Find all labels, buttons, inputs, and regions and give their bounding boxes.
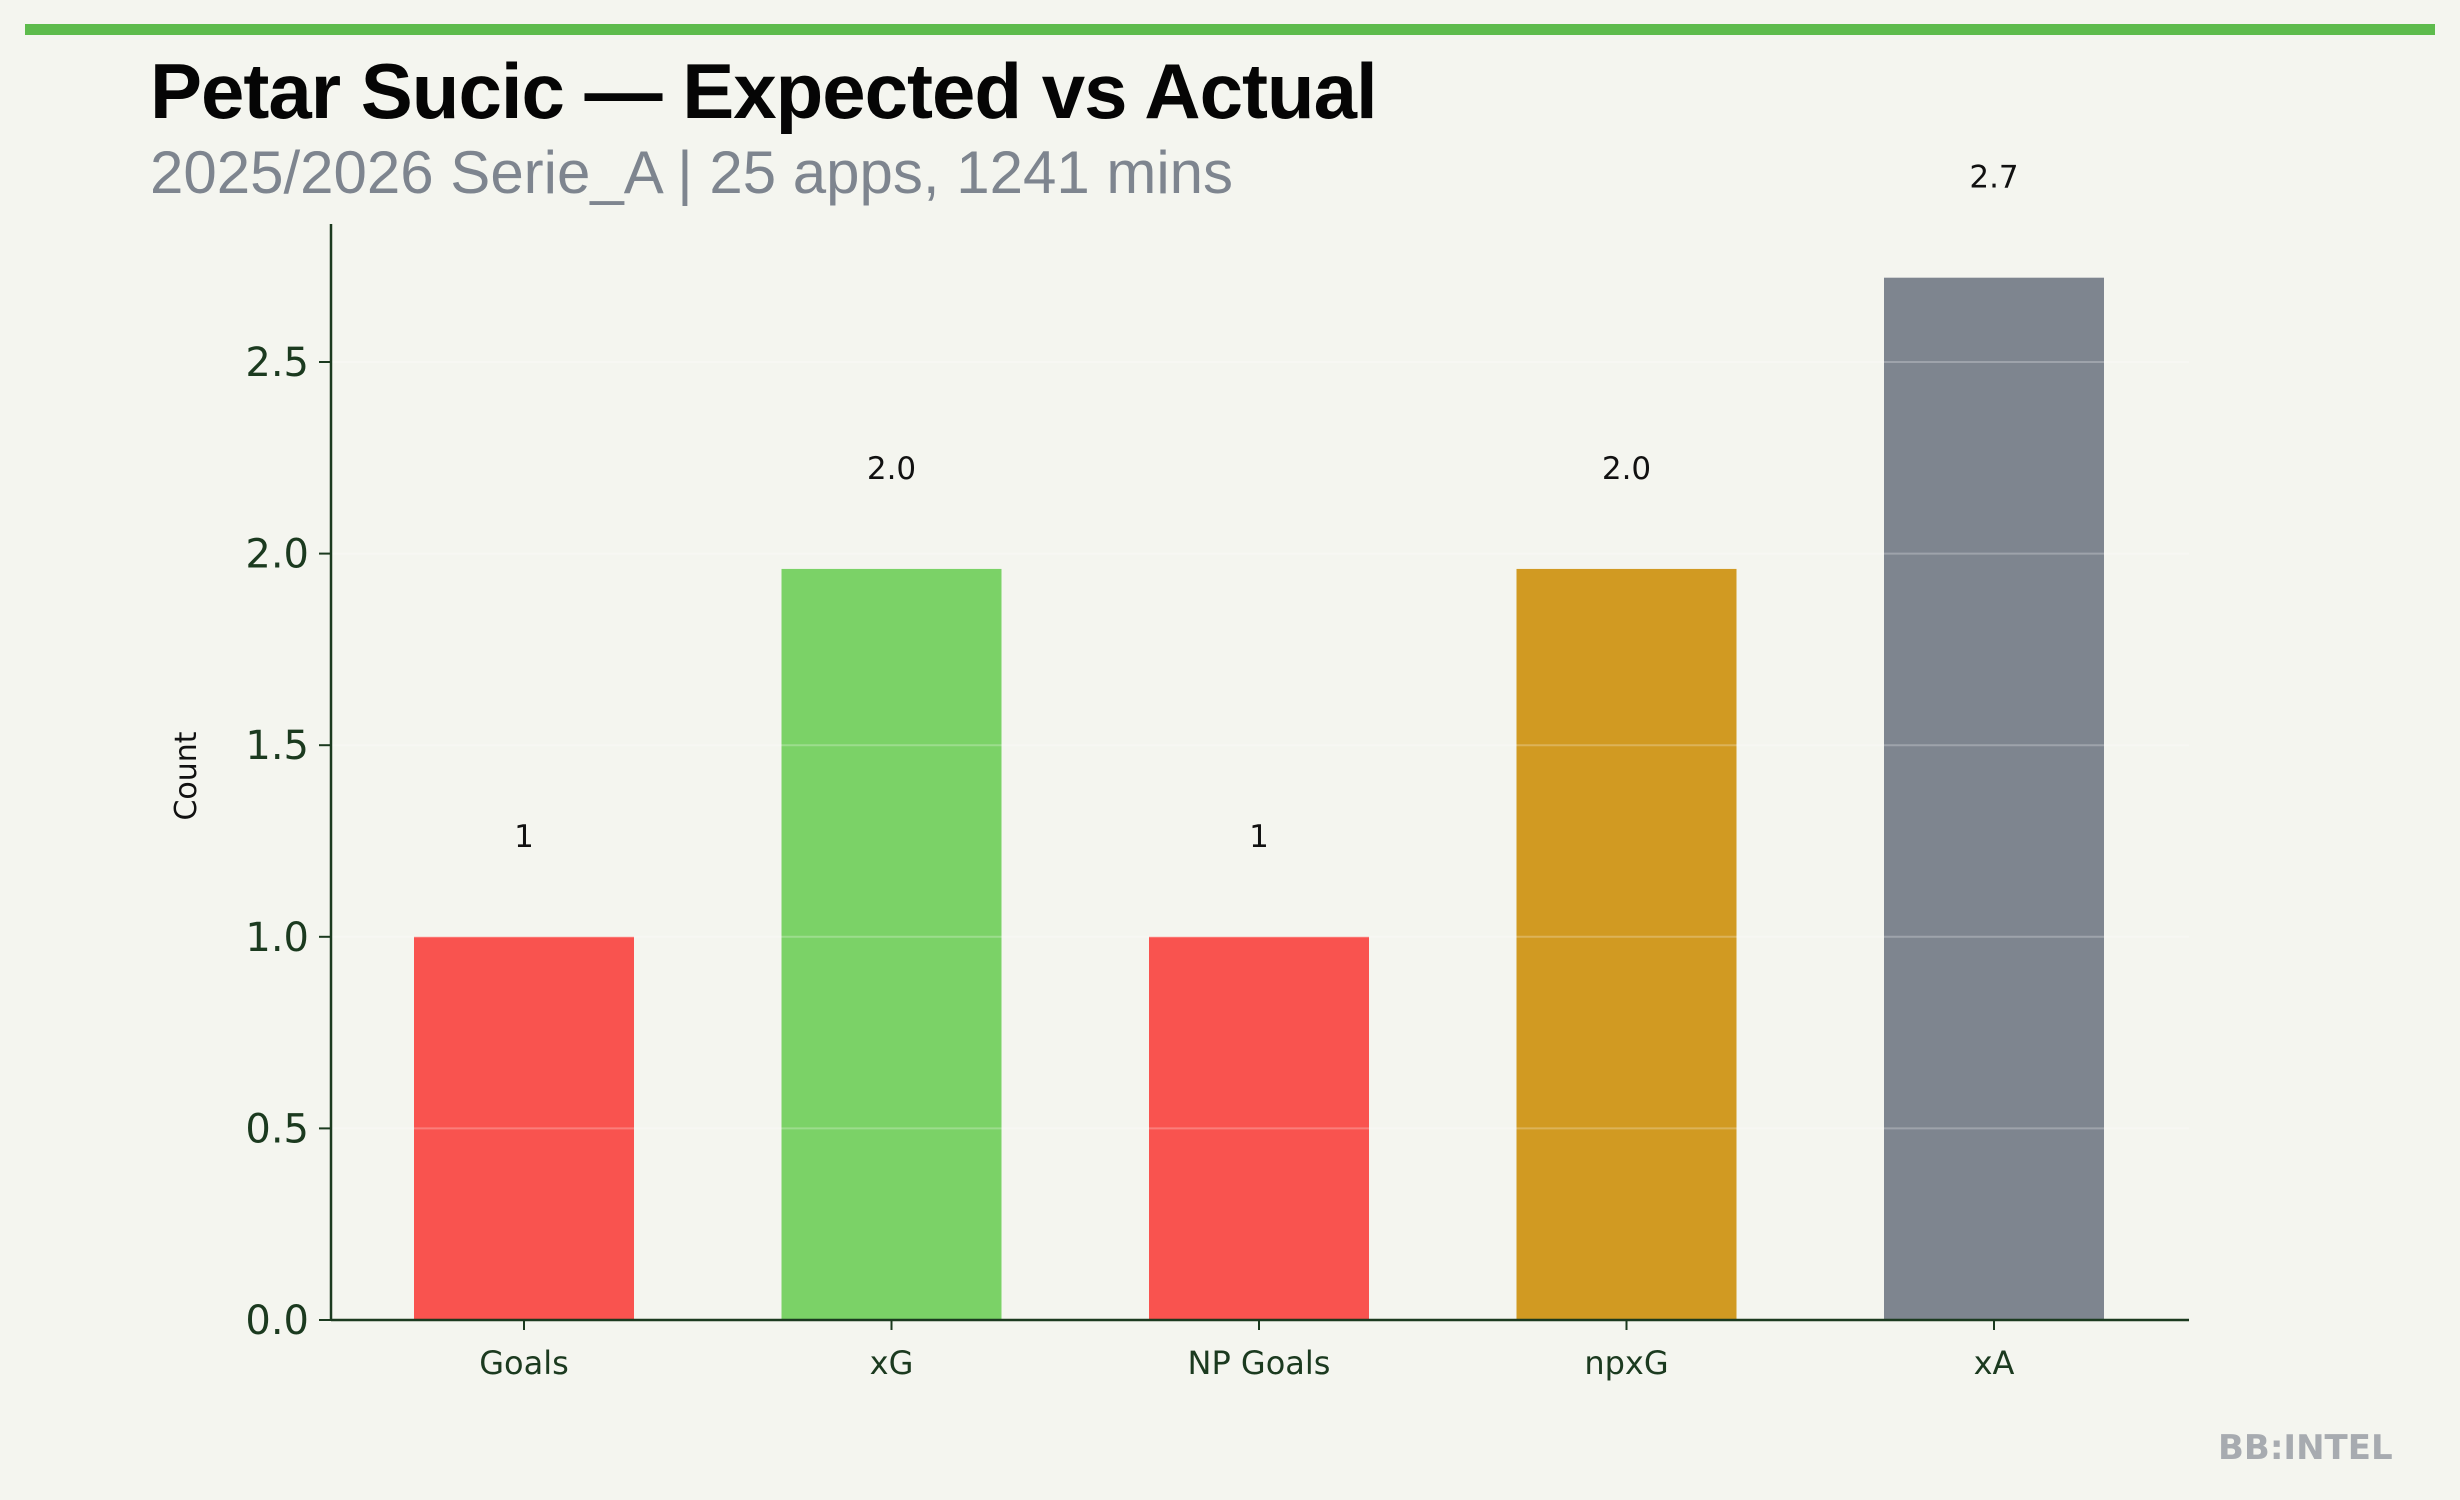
bar-goals <box>414 936 634 1320</box>
bar-np-goals <box>1149 936 1369 1320</box>
data-label: 2.0 <box>867 451 916 487</box>
x-tick-label: Goals <box>479 1344 569 1382</box>
bar-xa <box>1884 277 2104 1320</box>
x-tick-label: xA <box>1974 1344 2015 1382</box>
x-tick-label: NP Goals <box>1188 1344 1331 1382</box>
x-tick-label: xG <box>870 1344 914 1382</box>
data-label: 1 <box>514 819 534 855</box>
data-label: 1 <box>1249 819 1269 855</box>
watermark: BB:INTEL <box>2218 1428 2393 1468</box>
y-tick-label: 0.0 <box>245 1298 309 1344</box>
bar-npxg <box>1516 568 1737 1320</box>
data-label: 2.0 <box>1602 451 1651 487</box>
y-tick-label: 1.0 <box>245 915 309 961</box>
y-tick-label: 0.5 <box>245 1106 309 1152</box>
chart-title: Petar Sucic — Expected vs Actual <box>150 47 1378 135</box>
y-tick-label: 2.5 <box>245 340 309 386</box>
data-label: 2.7 <box>1969 160 2018 196</box>
x-tick-label: npxG <box>1584 1344 1668 1382</box>
bar-xg <box>781 568 1002 1320</box>
y-tick-label: 1.5 <box>245 723 309 769</box>
y-tick-label: 2.0 <box>245 532 309 578</box>
chart-subtitle: 2025/2026 Serie_A | 25 apps, 1241 mins <box>150 139 1234 206</box>
accent-bar <box>25 24 2435 35</box>
y-axis-label: Count <box>169 731 204 820</box>
